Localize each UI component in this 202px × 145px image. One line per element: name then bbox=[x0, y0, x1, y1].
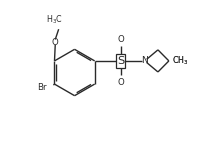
Text: O: O bbox=[52, 38, 58, 47]
Text: O: O bbox=[117, 35, 124, 44]
Text: O: O bbox=[117, 78, 124, 87]
Text: CH$_3$: CH$_3$ bbox=[171, 55, 187, 67]
Text: Br: Br bbox=[37, 83, 46, 92]
Text: S: S bbox=[117, 56, 124, 66]
Text: N: N bbox=[141, 56, 147, 65]
FancyBboxPatch shape bbox=[116, 54, 125, 68]
Text: CH$_3$: CH$_3$ bbox=[171, 55, 187, 67]
Text: H$_3$C: H$_3$C bbox=[46, 14, 63, 27]
